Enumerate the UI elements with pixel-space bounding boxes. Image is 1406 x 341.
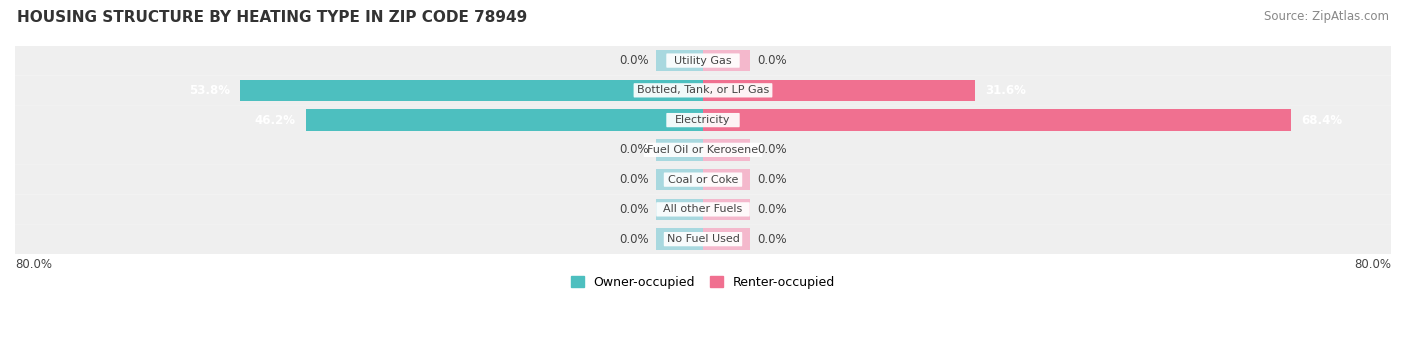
Bar: [703, 228, 751, 250]
Bar: [655, 50, 703, 71]
FancyBboxPatch shape: [634, 83, 772, 98]
Text: 80.0%: 80.0%: [15, 257, 52, 271]
Text: Utility Gas: Utility Gas: [675, 56, 731, 65]
Text: HOUSING STRUCTURE BY HEATING TYPE IN ZIP CODE 78949: HOUSING STRUCTURE BY HEATING TYPE IN ZIP…: [17, 10, 527, 25]
Bar: [655, 139, 703, 161]
Text: All other Fuels: All other Fuels: [664, 204, 742, 214]
Text: Coal or Coke: Coal or Coke: [668, 175, 738, 184]
FancyBboxPatch shape: [644, 143, 762, 157]
Text: 0.0%: 0.0%: [619, 143, 648, 157]
Text: 0.0%: 0.0%: [758, 233, 787, 246]
FancyBboxPatch shape: [664, 173, 742, 187]
Bar: [305, 109, 703, 131]
Bar: [703, 139, 751, 161]
Text: Source: ZipAtlas.com: Source: ZipAtlas.com: [1264, 10, 1389, 23]
FancyBboxPatch shape: [666, 113, 740, 127]
FancyBboxPatch shape: [666, 54, 740, 68]
FancyBboxPatch shape: [664, 232, 742, 246]
FancyBboxPatch shape: [14, 165, 1392, 194]
Text: 0.0%: 0.0%: [619, 233, 648, 246]
Bar: [703, 50, 751, 71]
Text: 0.0%: 0.0%: [758, 143, 787, 157]
Text: 0.0%: 0.0%: [758, 54, 787, 67]
Text: 0.0%: 0.0%: [619, 173, 648, 186]
FancyBboxPatch shape: [14, 224, 1392, 254]
Text: 68.4%: 68.4%: [1302, 114, 1343, 127]
Legend: Owner-occupied, Renter-occupied: Owner-occupied, Renter-occupied: [567, 271, 839, 294]
Bar: [703, 79, 974, 101]
FancyBboxPatch shape: [14, 194, 1392, 224]
Text: Electricity: Electricity: [675, 115, 731, 125]
FancyBboxPatch shape: [14, 135, 1392, 165]
FancyBboxPatch shape: [14, 75, 1392, 105]
Text: Bottled, Tank, or LP Gas: Bottled, Tank, or LP Gas: [637, 85, 769, 95]
Bar: [655, 228, 703, 250]
Text: 80.0%: 80.0%: [1354, 257, 1391, 271]
Text: No Fuel Used: No Fuel Used: [666, 234, 740, 244]
Text: Fuel Oil or Kerosene: Fuel Oil or Kerosene: [647, 145, 759, 155]
FancyBboxPatch shape: [14, 105, 1392, 135]
FancyBboxPatch shape: [657, 202, 749, 217]
Text: 46.2%: 46.2%: [254, 114, 295, 127]
Text: 0.0%: 0.0%: [619, 54, 648, 67]
Bar: [703, 109, 1291, 131]
Text: 53.8%: 53.8%: [188, 84, 231, 97]
Bar: [240, 79, 703, 101]
Text: 0.0%: 0.0%: [758, 173, 787, 186]
Text: 31.6%: 31.6%: [986, 84, 1026, 97]
FancyBboxPatch shape: [14, 46, 1392, 75]
Text: 0.0%: 0.0%: [758, 203, 787, 216]
Text: 0.0%: 0.0%: [619, 203, 648, 216]
Bar: [655, 199, 703, 220]
Bar: [703, 199, 751, 220]
Bar: [703, 169, 751, 190]
Bar: [655, 169, 703, 190]
